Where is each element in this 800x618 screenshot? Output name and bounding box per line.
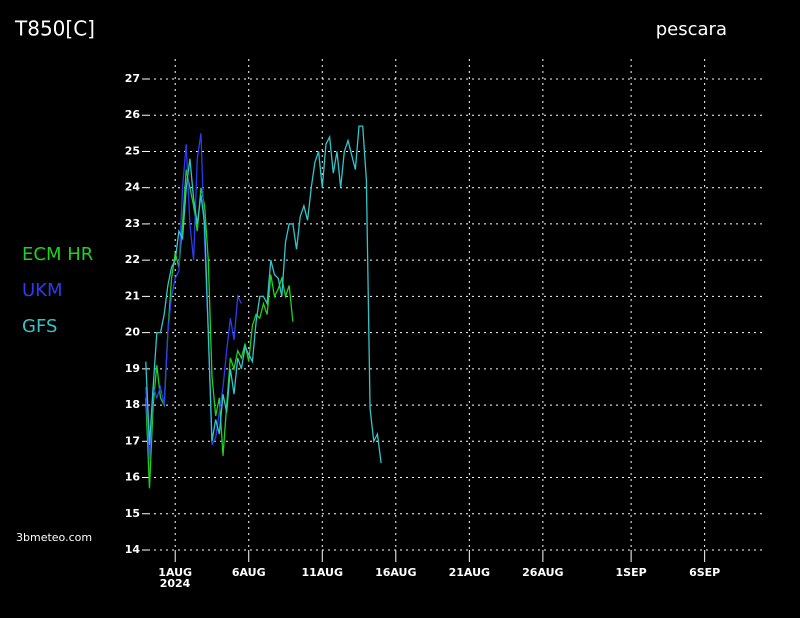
- legend-label: ECM HR: [22, 244, 93, 265]
- series-line: [145, 125, 382, 464]
- x-tick-label: 16AUG: [375, 566, 416, 579]
- y-tick-label: 16: [125, 471, 141, 484]
- x-tick-label: 6SEP: [689, 566, 720, 579]
- x-tick-label: 21AUG: [449, 566, 490, 579]
- x-tick-label: 1SEP: [616, 566, 647, 579]
- y-tick-label: 22: [125, 253, 140, 266]
- series-line: [145, 133, 242, 460]
- y-tick-label: 20: [125, 326, 141, 339]
- y-tick-label: 14: [125, 543, 141, 556]
- year-label: 2024: [160, 577, 191, 590]
- x-tick-label: 1AUG: [158, 566, 192, 579]
- y-tick-label: 17: [125, 434, 140, 447]
- y-tick-label: 23: [125, 217, 140, 230]
- y-tick-label: 21: [125, 289, 140, 302]
- x-tick-label: 11AUG: [302, 566, 343, 579]
- y-tick-label: 18: [125, 398, 140, 411]
- y-tick-label: 26: [125, 108, 141, 121]
- chart-title: T850[C]: [14, 17, 95, 41]
- x-tick-label: 26AUG: [522, 566, 563, 579]
- x-tick-label: 6AUG: [232, 566, 266, 579]
- series-line: [145, 169, 294, 489]
- credit: 3bmeteo.com: [16, 531, 92, 544]
- y-tick-label: 24: [125, 181, 141, 194]
- location: pescara: [656, 19, 727, 40]
- y-tick-label: 27: [125, 72, 140, 85]
- legend-label: GFS: [22, 316, 57, 337]
- y-tick-label: 19: [125, 362, 140, 375]
- y-tick-label: 15: [125, 507, 140, 520]
- legend-label: UKM: [22, 280, 63, 301]
- y-tick-label: 25: [125, 144, 140, 157]
